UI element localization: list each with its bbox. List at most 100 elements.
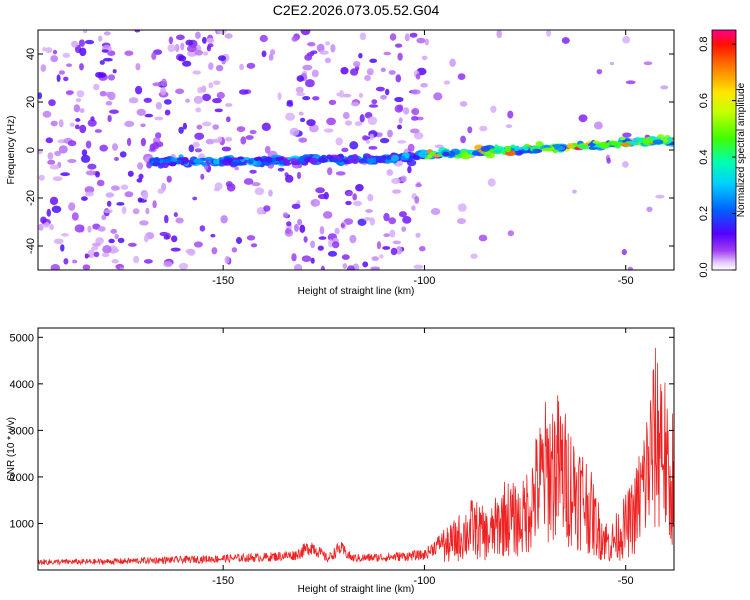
heatmap-cell [325, 41, 331, 46]
heatmap-cell [84, 186, 95, 194]
heatmap-cell [138, 173, 144, 180]
heatmap-cell [67, 159, 77, 163]
heatmap-cell [96, 179, 105, 187]
snr-axes: -150 -100 -50 1000 2000 3000 4000 5000 [10, 328, 674, 587]
heatmap-cell [52, 176, 63, 182]
heatmap-cell [353, 200, 362, 206]
heatmap-cell [142, 191, 149, 200]
heatmap-cell [226, 116, 231, 123]
heatmap-cell [370, 266, 381, 270]
colorbar-tick-label: 0.6 [698, 93, 710, 108]
heatmap-cell [103, 31, 111, 36]
heatmap-cell [294, 223, 299, 232]
heatmap-cell [302, 64, 313, 71]
heatmap-cell [341, 147, 349, 153]
heatmap-cell [607, 140, 618, 146]
heatmap-cell [200, 173, 205, 180]
heatmap-cell [629, 140, 636, 145]
heatmap-cell [365, 209, 373, 213]
heatmap-cell [432, 154, 441, 158]
heatmap-cell [178, 157, 188, 161]
heatmap-cell [176, 34, 185, 41]
heatmap-cell [296, 171, 302, 180]
heatmap-cell [407, 143, 415, 152]
heatmap-cell [38, 174, 45, 181]
heatmap-cell [349, 234, 357, 244]
heatmap-cell [124, 191, 134, 198]
heatmap-cell [311, 69, 319, 78]
heatmap-cell [251, 182, 261, 187]
heatmap-cell [646, 206, 653, 212]
heatmap-cell [79, 47, 87, 57]
heatmap-cell [178, 126, 184, 134]
heatmap-cell [279, 160, 285, 165]
y-tick-label: -20 [25, 190, 37, 206]
y-tick-label: 20 [25, 96, 37, 108]
heatmap-cell [144, 113, 154, 118]
heatmap-cell [85, 170, 96, 176]
heatmap-cell [186, 45, 197, 53]
heatmap-cell [91, 242, 101, 247]
heatmap-cell [49, 164, 60, 170]
heatmap-cell [74, 124, 80, 130]
heatmap-cell [193, 95, 203, 104]
heatmap-cell [479, 125, 488, 132]
heatmap-cell [99, 144, 108, 152]
heatmap-cell [358, 53, 363, 59]
heatmap-cell [421, 55, 428, 61]
heatmap-cell [75, 118, 81, 122]
heatmap-cell [152, 82, 162, 87]
snr-xlabel: Height of straight line (km) [298, 584, 415, 595]
heatmap-cell [380, 67, 386, 73]
heatmap-cell [137, 162, 144, 170]
heatmap-cell [619, 136, 626, 141]
heatmap-cell [225, 103, 233, 107]
heatmap-cell [414, 196, 420, 204]
heatmap-cell [127, 170, 134, 177]
heatmap-cell [98, 35, 103, 42]
heatmap-cell [213, 80, 221, 85]
heatmap-cell [112, 69, 117, 74]
heatmap-cell [46, 208, 51, 217]
heatmap-cell [352, 61, 361, 67]
heatmap-cell [38, 149, 43, 155]
heatmap-cell [462, 152, 469, 158]
heatmap-cell [443, 80, 451, 85]
heatmap-cell [413, 264, 424, 269]
heatmap-cell [535, 141, 543, 148]
heatmap-cell [309, 157, 319, 165]
heatmap-cell [299, 224, 306, 233]
colorbar-ticks: 0.0 0.2 0.4 0.6 0.8 [698, 36, 736, 278]
heatmap-cell [340, 223, 345, 228]
heatmap-cell [119, 267, 124, 270]
heatmap-cell [95, 237, 104, 245]
heatmap-cell [168, 161, 177, 167]
heatmap-cell [226, 183, 236, 192]
heatmap-cell [151, 52, 157, 60]
heatmap-cell [413, 132, 424, 140]
heatmap-cell [415, 183, 422, 188]
heatmap-cell [90, 116, 95, 122]
heatmap-cell [69, 122, 75, 127]
heatmap-cell [507, 230, 514, 237]
heatmap-cell [49, 196, 59, 206]
heatmap-cell [185, 98, 191, 103]
heatmap-cell [145, 207, 150, 215]
heatmap-cell [366, 157, 377, 164]
heatmap-cell [175, 160, 182, 165]
heatmap-cell [236, 126, 246, 132]
heatmap-cell [71, 40, 79, 48]
heatmap-cell [218, 55, 226, 61]
heatmap-cell [291, 253, 297, 262]
x-tick-label: -150 [212, 275, 234, 287]
heatmap-cell [415, 73, 421, 80]
heatmap-cell [236, 237, 242, 244]
heatmap-cell [97, 226, 106, 232]
heatmap-cell [351, 154, 359, 160]
heatmap-cell [101, 214, 107, 221]
heatmap-cell [194, 49, 203, 56]
heatmap-cell [208, 82, 214, 89]
heatmap-cell [107, 74, 116, 81]
heatmap-cell [460, 135, 466, 144]
